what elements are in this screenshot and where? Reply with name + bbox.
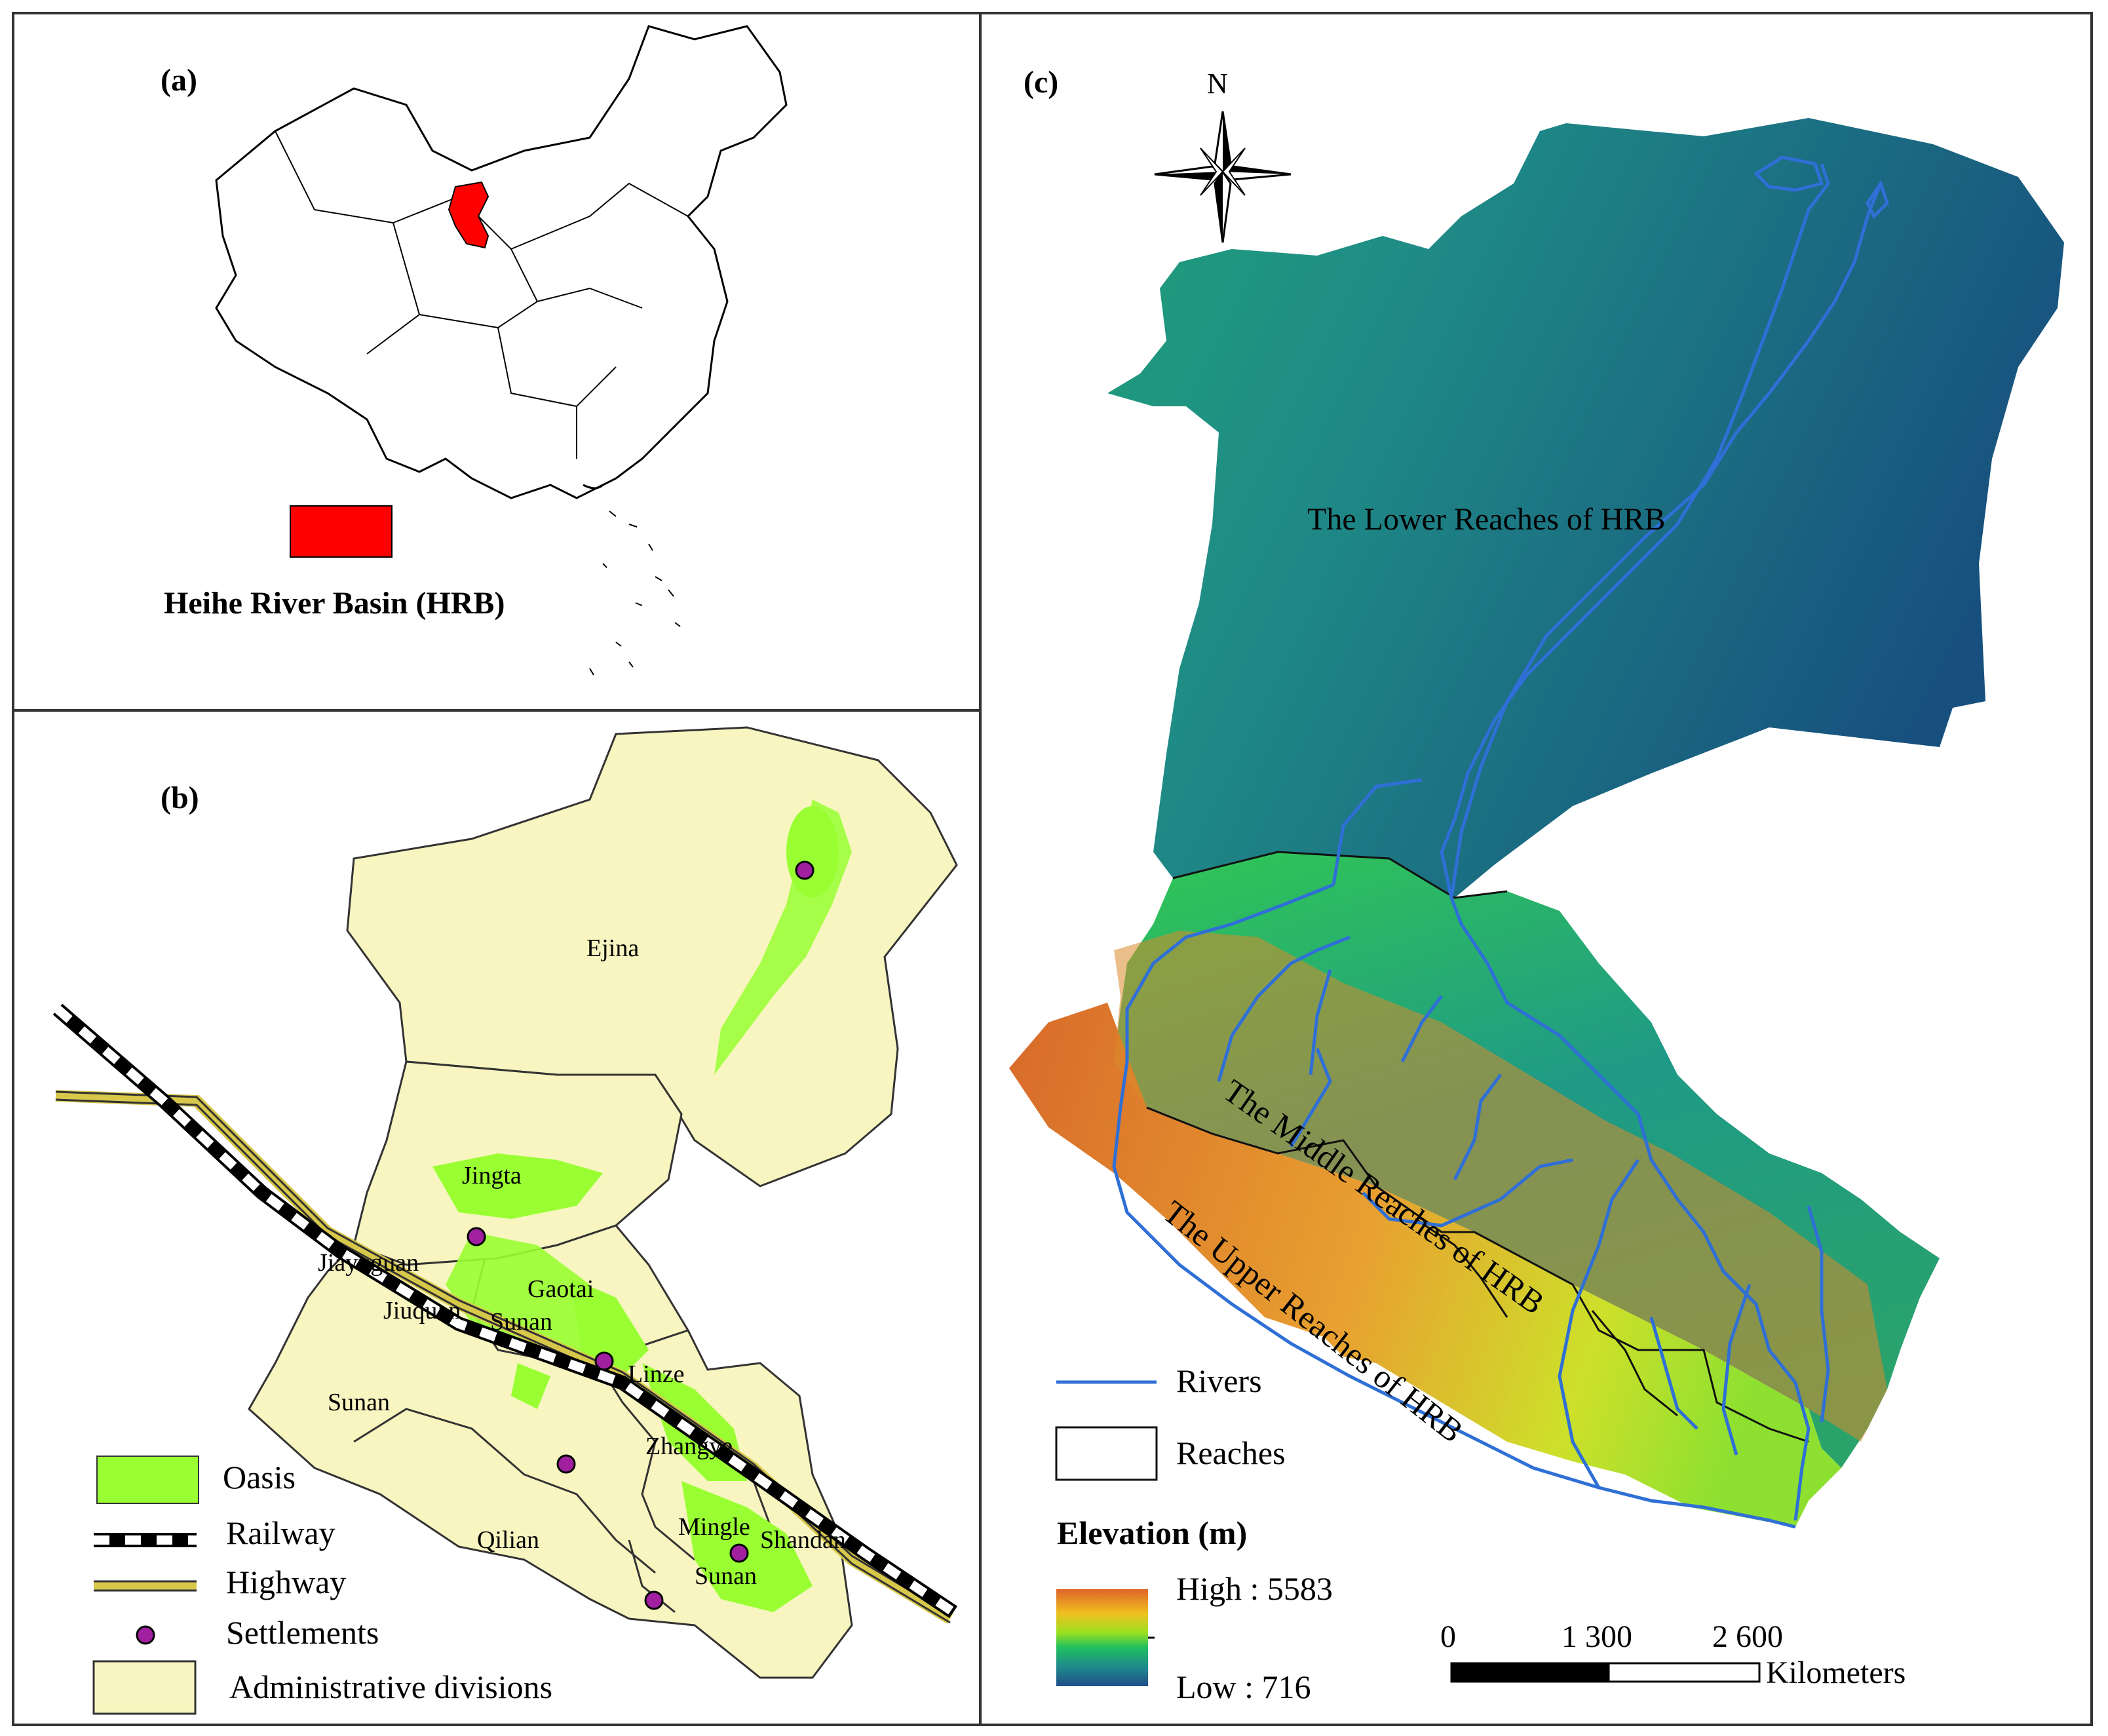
settlements [467,860,814,1610]
admin-swatch [92,1660,197,1715]
lower-reaches-area [1107,118,2064,898]
upper-reaches-area [1009,1003,1841,1527]
place-label: Jiuquan [383,1297,461,1324]
legend-admin-label: Administrative divisions [229,1668,553,1705]
legend-reaches-label: Reaches [1176,1435,1286,1471]
place-label: Zhangye [645,1433,733,1460]
place-label: Mingle [678,1513,750,1541]
north-label: N [1207,68,1228,100]
elevation-color-bar [1056,1589,1148,1686]
reach-legend-symbol [1055,1426,1158,1481]
place-label: Ejina [586,935,640,962]
legend-oasis-label: Oasis [223,1459,296,1495]
elevation-title: Elevation (m) [1057,1514,1248,1551]
panel-a-label: (a) [161,63,197,98]
place-label: Sunan [695,1562,757,1590]
place-label: Shandan [760,1526,846,1554]
place-label: Linze [628,1360,685,1388]
scale-tick-label: 1 300 [1562,1619,1632,1654]
scale-bar [1450,1662,1761,1683]
panel-c-label: (c) [1024,65,1059,100]
place-label: Sunan [490,1308,552,1336]
oasis-swatch [96,1456,199,1504]
legend-rivers-label: Rivers [1176,1362,1262,1399]
legend-railway-label: Railway [226,1514,335,1551]
south-sea-islands [589,511,681,676]
place-label: Jingta [462,1162,522,1189]
place-label: Gaotai [527,1275,594,1303]
panel-b-label: (b) [161,781,199,815]
hrb-legend-swatch [290,505,393,558]
hrb-legend-label: Heihe River Basin (HRB) [164,586,505,621]
elevation-low-label: Low : 716 [1176,1668,1311,1705]
north-arrow-icon [1154,111,1292,243]
place-label: Jiayuguan [318,1249,419,1277]
hrb-highlight [448,181,489,249]
place-label: Qilian [477,1526,539,1554]
legend-settlements-label: Settlements [226,1614,379,1651]
scale-tick-label: 0 [1440,1619,1456,1654]
elevation-high-label: High : 5583 [1176,1570,1333,1607]
river-network [1112,155,1889,1529]
place-label: Sunan [328,1389,390,1416]
lower-reaches-label: The Lower Reaches of HRB [1307,502,1666,537]
legend-highway-label: Highway [226,1564,347,1600]
panel-c-frame [979,12,2093,1726]
scale-tick-label: 2 600 [1712,1619,1783,1654]
scale-unit-label: Kilometers [1766,1655,1906,1690]
